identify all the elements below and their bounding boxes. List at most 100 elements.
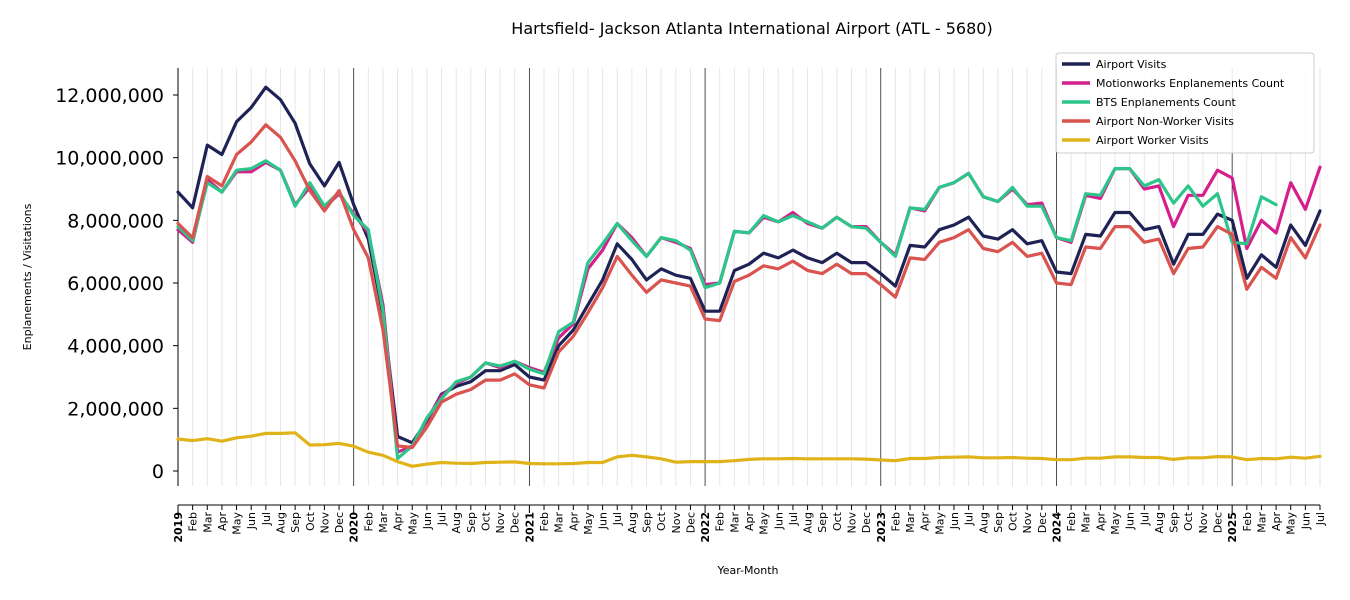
- x-tick-label-month: Jul: [963, 512, 976, 526]
- x-tick-label-month: Dec: [684, 512, 697, 533]
- legend-label: Motionworks Enplanements Count: [1096, 77, 1285, 90]
- x-tick-label-month: Oct: [479, 511, 492, 531]
- x-tick-label-year: 2020: [348, 512, 361, 543]
- x-tick-label-month: Nov: [670, 512, 683, 534]
- x-tick-label-month: Sep: [641, 512, 654, 533]
- x-tick-label-month: Sep: [1168, 512, 1181, 533]
- x-tick-label-year: 2021: [523, 512, 536, 543]
- x-tick-label-month: Mar: [1080, 512, 1093, 533]
- x-tick-label-month: Nov: [494, 512, 507, 534]
- x-tick-label-month: Apr: [919, 512, 932, 532]
- x-axis-label: Year-Month: [716, 564, 778, 577]
- legend-label: BTS Enplanements Count: [1096, 96, 1237, 109]
- x-tick-label-month: Mar: [377, 512, 390, 533]
- x-tick-label-month: May: [582, 512, 595, 535]
- x-tick-label-month: Apr: [1094, 512, 1107, 532]
- x-tick-label-month: May: [1285, 512, 1298, 535]
- x-tick-label-month: Dec: [1036, 512, 1049, 533]
- x-tick-label-month: Jun: [421, 512, 434, 530]
- x-tick-label-month: Mar: [201, 512, 214, 533]
- x-tick-label-month: Sep: [289, 512, 302, 533]
- y-tick-label: 12,000,000: [55, 85, 164, 107]
- legend: Airport Visits Motionworks Enplanements C…: [1055, 52, 1315, 154]
- x-tick-label-month: Jul: [611, 512, 624, 526]
- series-layer: [176, 85, 1322, 468]
- y-tick-label: 4,000,000: [67, 336, 164, 358]
- x-tick-label-year: 2024: [1050, 512, 1063, 543]
- x-tick-label-month: Jun: [597, 512, 610, 530]
- x-tick-label-month: Nov: [1021, 512, 1034, 534]
- x-tick-label-month: Nov: [318, 512, 331, 534]
- x-tick-label-month: Feb: [714, 512, 727, 531]
- x-tick-label-month: Jun: [245, 512, 258, 530]
- series-line-airport-worker-visits: [176, 431, 1322, 468]
- y-tick-label: 10,000,000: [55, 148, 164, 170]
- y-tick-label: 2,000,000: [67, 398, 164, 420]
- x-tick-label-month: Mar: [904, 512, 917, 533]
- x-tick-label-month: Jun: [1299, 512, 1312, 530]
- y-axis-label: Enplanements / Visitations: [21, 203, 34, 350]
- x-tick-label-month: Feb: [187, 512, 200, 531]
- x-tick-label-month: Jun: [948, 512, 961, 530]
- x-tick-label-month: Oct: [655, 511, 668, 531]
- legend-label: Airport Visits: [1096, 58, 1167, 71]
- x-tick-label-month: Mar: [1255, 512, 1268, 533]
- x-tick-label-month: Apr: [216, 512, 229, 532]
- x-tick-label-month: Aug: [802, 512, 815, 533]
- x-tick-label-month: May: [406, 512, 419, 535]
- x-tick-label-month: Jun: [1124, 512, 1137, 530]
- x-tick-label-month: May: [933, 512, 946, 535]
- x-tick-label-month: Feb: [889, 512, 902, 531]
- x-tick-label-year: 2022: [699, 512, 712, 543]
- x-tick-label-month: May: [1109, 512, 1122, 535]
- series-line-bts-enplanements-count: [176, 159, 1278, 461]
- y-tick-label: 8,000,000: [67, 210, 164, 232]
- x-tick-label-month: Nov: [845, 512, 858, 534]
- x-tick-label-month: Apr: [743, 512, 756, 532]
- x-tick-label-month: Dec: [333, 512, 346, 533]
- x-tick-label-month: Jul: [260, 512, 273, 526]
- x-tick-label-month: Mar: [553, 512, 566, 533]
- legend-frame: [1055, 52, 1315, 154]
- x-tick-label-month: Jul: [1314, 512, 1327, 526]
- x-tick-label-month: Aug: [626, 512, 639, 533]
- x-tick-label-month: Oct: [1007, 511, 1020, 531]
- x-tick-label-month: Apr: [1270, 512, 1283, 532]
- x-tick-label-month: Jul: [787, 512, 800, 526]
- x-tick-label-month: Sep: [465, 512, 478, 533]
- x-tick-label-month: Nov: [1197, 512, 1210, 534]
- y-tick-label: 6,000,000: [67, 273, 164, 295]
- x-tick-label-month: Mar: [728, 512, 741, 533]
- x-tick-label-month: Aug: [1153, 512, 1166, 533]
- x-tick-label-month: Sep: [992, 512, 1005, 533]
- x-tick-label-month: Jun: [772, 512, 785, 530]
- x-tick-label-month: Dec: [1212, 512, 1225, 533]
- x-tick-label-year: 2023: [875, 512, 888, 543]
- legend-label: Airport Worker Visits: [1096, 134, 1209, 147]
- x-tick-label-month: Feb: [1241, 512, 1254, 531]
- x-tick-label-year: 2019: [172, 512, 185, 543]
- y-tick-label: 0: [152, 461, 164, 483]
- x-tick-label-month: Aug: [450, 512, 463, 533]
- x-tick-label-month: Sep: [816, 512, 829, 533]
- x-tick-label-month: Oct: [1182, 511, 1195, 531]
- x-tick-label-month: Aug: [977, 512, 990, 533]
- x-tick-label-month: Jul: [1138, 512, 1151, 526]
- x-tick-label-month: Dec: [860, 512, 873, 533]
- legend-label: Airport Non-Worker Visits: [1096, 115, 1234, 128]
- x-tick-label-month: Oct: [304, 511, 317, 531]
- x-tick-label-month: May: [231, 512, 244, 535]
- x-tick-label-month: Aug: [274, 512, 287, 533]
- x-tick-label-month: May: [758, 512, 771, 535]
- chart-title: Hartsfield- Jackson Atlanta Internationa…: [511, 19, 992, 38]
- x-tick-label-month: Feb: [538, 512, 551, 531]
- x-tick-label-month: Feb: [1065, 512, 1078, 531]
- x-tick-label-year: 2025: [1226, 512, 1239, 543]
- x-tick-label-month: Feb: [362, 512, 375, 531]
- x-tick-label-month: Jul: [436, 512, 449, 526]
- axes-layer: 0 2,000,000 4,000,000 6,000,000 8,000,000 10,…: [55, 68, 1327, 543]
- x-tick-label-month: Oct: [831, 511, 844, 531]
- x-tick-label-month: Apr: [392, 512, 405, 532]
